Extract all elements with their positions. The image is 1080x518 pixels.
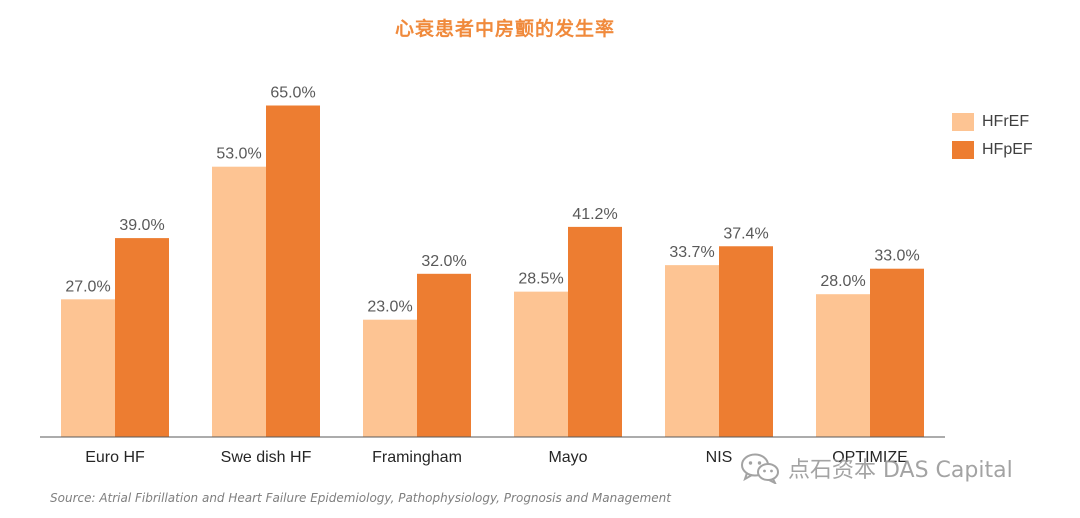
bar-hfref-optimize (816, 294, 870, 437)
bar-hfpef-nis (719, 246, 773, 437)
bar-hfpef-mayo (568, 226, 622, 437)
bar-hfref-framingham (363, 319, 417, 437)
data-label-hfref-optimize: 28.0% (820, 273, 865, 290)
bars-layer (61, 105, 924, 437)
legend-item-hfref: HFrEF (952, 112, 1033, 132)
data-label-hfref-mayo: 28.5% (518, 271, 563, 288)
category-label-swe-dish-hf: Swe dish HF (221, 449, 312, 466)
chart-title: 心衰患者中房颤的发生率 (394, 18, 615, 40)
watermark-text: 点石资本 DAS Capital (788, 458, 1013, 483)
watermark: 点石资本 DAS Capital (740, 452, 1013, 484)
bar-hfref-euro-hf (61, 299, 115, 437)
data-label-hfpef-framingham: 32.0% (421, 253, 466, 270)
category-label-euro-hf: Euro HF (85, 449, 145, 466)
category-label-framingham: Framingham (372, 449, 462, 466)
data-label-hfpef-optimize: 33.0% (874, 248, 919, 265)
data-label-hfref-euro-hf: 27.0% (65, 278, 110, 295)
legend-label-hfpef: HFpEF (982, 141, 1033, 158)
category-label-nis: NIS (706, 449, 733, 466)
legend-item-hfpef: HFpEF (952, 140, 1033, 160)
data-label-hfref-swe-dish-hf: 53.0% (216, 146, 261, 163)
data-label-hfpef-swe-dish-hf: 65.0% (270, 85, 315, 102)
category-label-optimize: OPTIMIZE (832, 449, 908, 466)
data-label-hfpef-nis: 37.4% (723, 225, 768, 242)
category-labels-layer: Euro HF Swe dish HF Framingham Mayo NIS OPTIM… (85, 449, 908, 466)
data-label-hfpef-euro-hf: 39.0% (119, 217, 164, 234)
source-note: Source: Atrial Fibrillation and Heart Fa… (50, 491, 671, 505)
bar-hfref-swe-dish-hf (212, 166, 266, 437)
bar-hfpef-framingham (417, 273, 471, 437)
data-labels-layer: 27.0% 39.0% 53.0% 65.0% 23.0% 32.0% 28.5% 41.2%… (65, 85, 919, 316)
legend-swatch-hfpef (952, 141, 974, 159)
bar-hfref-nis (665, 265, 719, 437)
data-label-hfref-nis: 33.7% (669, 244, 714, 261)
bar-hfref-mayo (514, 291, 568, 437)
data-label-hfref-framingham: 23.0% (367, 299, 412, 316)
category-label-mayo: Mayo (548, 449, 587, 466)
legend-label-hfref: HFrEF (982, 113, 1030, 130)
legend-swatch-hfref (952, 113, 974, 131)
legend: HFrEF HFpEF (952, 112, 1033, 168)
wechat-icon (741, 453, 779, 484)
bar-hfpef-euro-hf (115, 238, 169, 437)
data-label-hfpef-mayo: 41.2% (572, 206, 617, 223)
bar-hfpef-optimize (870, 268, 924, 437)
bar-hfpef-swe-dish-hf (266, 105, 320, 437)
